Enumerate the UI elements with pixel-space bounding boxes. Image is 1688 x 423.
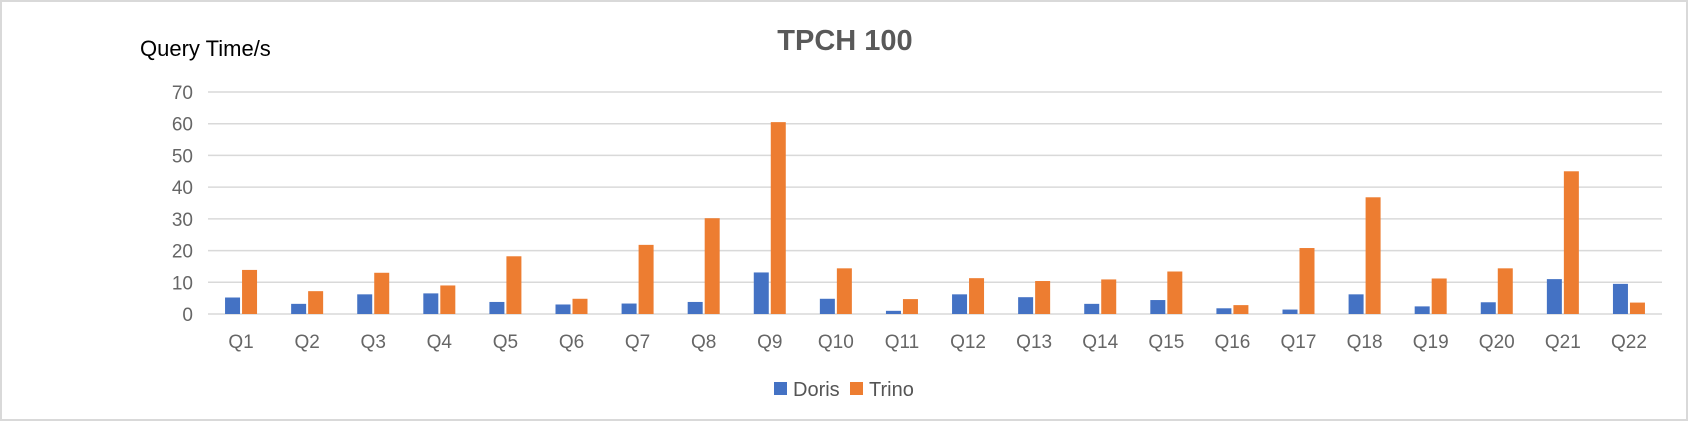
x-tick-label: Q10: [818, 332, 854, 353]
bar-doris-q19: [1414, 306, 1430, 314]
x-tick-label: Q21: [1545, 332, 1581, 353]
legend-label-doris: Doris: [793, 379, 840, 401]
bar-trino-q3: [374, 272, 390, 314]
bar-doris-q7: [621, 303, 637, 314]
bar-doris-q5: [489, 301, 505, 314]
bar-trino-q18: [1365, 197, 1381, 314]
y-tick-label: 40: [172, 178, 193, 199]
bar-trino-q2: [308, 291, 324, 314]
bar-trino-q10: [836, 268, 852, 314]
bar-trino-q21: [1563, 171, 1579, 314]
x-tick-label: Q3: [361, 332, 386, 353]
bar-doris-q11: [885, 310, 901, 314]
bars: [225, 122, 1645, 314]
bar-trino-q22: [1629, 302, 1645, 314]
x-tick-label: Q14: [1082, 332, 1118, 353]
y-tick-label: 0: [182, 305, 193, 326]
bar-trino-q20: [1497, 268, 1513, 314]
bar-trino-q11: [902, 299, 918, 314]
x-tick-label: Q20: [1479, 332, 1515, 353]
bar-doris-q10: [819, 298, 835, 314]
bar-doris-q1: [225, 297, 241, 314]
bar-doris-q2: [291, 303, 307, 314]
legend-label-trino: Trino: [869, 379, 914, 401]
x-tick-label: Q5: [493, 332, 518, 353]
legend: Doris Trino: [774, 379, 914, 401]
bar-trino-q12: [969, 278, 985, 314]
x-tick-label: Q22: [1611, 332, 1647, 353]
bar-doris-q9: [753, 272, 769, 314]
bar-doris-q21: [1546, 279, 1562, 314]
bar-doris-q12: [952, 294, 968, 314]
x-axis-ticks: Q1 Q2 Q3 Q4 Q5 Q6 Q7 Q8 Q9 Q10 Q11 Q12 Q13 Q14 Q15 Q16 Q…: [228, 332, 1647, 353]
x-tick-label: Q9: [757, 332, 782, 353]
bar-trino-q14: [1101, 279, 1117, 314]
x-tick-label: Q7: [625, 332, 650, 353]
gridlines: [208, 91, 1662, 315]
x-tick-label: Q18: [1347, 332, 1383, 353]
chart-title: TPCH 100: [777, 25, 912, 57]
legend-swatch-doris: [774, 382, 787, 395]
bar-trino-q19: [1431, 278, 1447, 314]
bar-trino-q6: [572, 298, 588, 314]
bar-doris-q22: [1612, 283, 1628, 314]
bar-doris-q13: [1018, 297, 1034, 314]
bar-doris-q15: [1150, 300, 1166, 314]
bar-trino-q13: [1035, 281, 1051, 314]
bar-trino-q7: [638, 244, 654, 314]
x-tick-label: Q16: [1214, 332, 1250, 353]
bar-doris-q17: [1282, 309, 1298, 314]
bar-trino-q16: [1233, 305, 1249, 314]
bar-trino-q4: [440, 285, 456, 314]
x-tick-label: Q13: [1016, 332, 1052, 353]
y-tick-label: 30: [172, 210, 193, 231]
x-tick-label: Q11: [885, 332, 920, 353]
x-tick-label: Q8: [691, 332, 716, 353]
bar-doris-q3: [357, 294, 373, 314]
bar-doris-q14: [1084, 303, 1100, 314]
y-axis-ticks: 0 10 20 30 40 50 60 70: [172, 83, 193, 326]
bar-doris-q8: [687, 301, 703, 314]
legend-swatch-trino: [850, 382, 863, 395]
bar-doris-q20: [1480, 302, 1496, 314]
y-tick-label: 10: [172, 273, 193, 294]
x-tick-label: Q19: [1413, 332, 1449, 353]
bar-doris-q16: [1216, 308, 1232, 314]
x-tick-label: Q12: [950, 332, 986, 353]
y-tick-label: 20: [172, 242, 193, 263]
bar-trino-q9: [770, 122, 786, 314]
y-tick-label: 50: [172, 146, 193, 167]
x-tick-label: Q2: [294, 332, 319, 353]
x-tick-label: Q15: [1148, 332, 1184, 353]
bar-trino-q15: [1167, 271, 1183, 314]
y-tick-label: 60: [172, 115, 193, 136]
x-tick-label: Q1: [228, 332, 253, 353]
y-tick-label: 70: [172, 83, 193, 104]
x-tick-label: Q4: [427, 332, 453, 353]
y-axis-label: Query Time/s: [140, 36, 271, 61]
bar-trino-q1: [242, 269, 258, 314]
bar-doris-q4: [423, 293, 439, 314]
bar-doris-q6: [555, 304, 571, 314]
bar-doris-q18: [1348, 294, 1364, 314]
x-tick-label: Q6: [559, 332, 584, 353]
bar-trino-q5: [506, 256, 522, 314]
bar-trino-q17: [1299, 248, 1315, 314]
x-tick-label: Q17: [1281, 332, 1317, 353]
bar-trino-q8: [704, 218, 720, 314]
